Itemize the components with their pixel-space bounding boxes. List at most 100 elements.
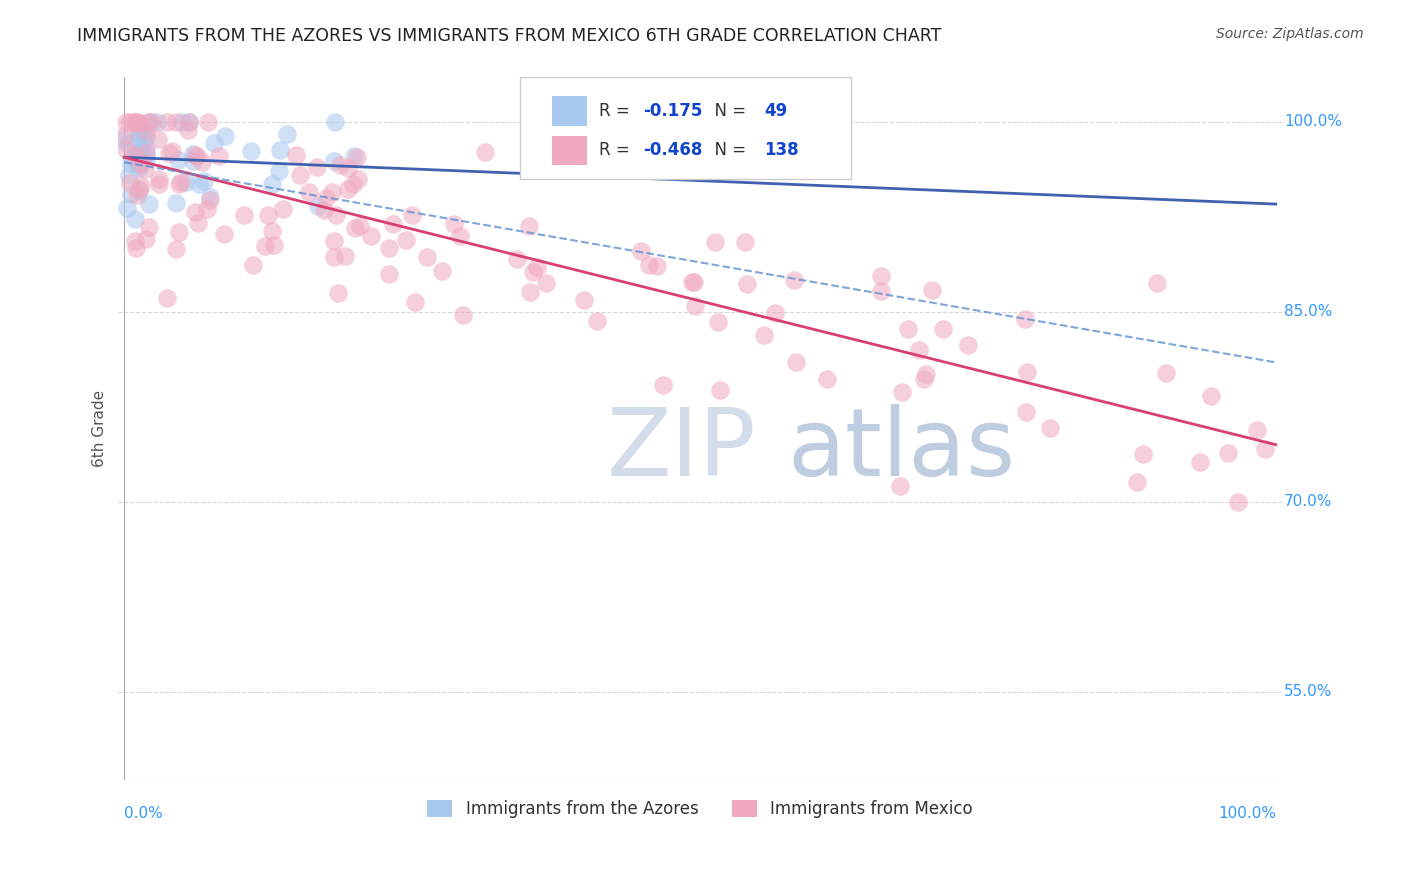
- Point: [343, 220, 366, 235]
- Point: [337, 161, 360, 175]
- Text: 138: 138: [763, 141, 799, 160]
- Point: [197, 115, 219, 129]
- Point: [263, 238, 285, 252]
- Point: [148, 177, 170, 191]
- Text: atlas: atlas: [787, 404, 1015, 496]
- Point: [734, 235, 756, 249]
- Point: [343, 149, 366, 163]
- Point: [285, 148, 308, 162]
- Point: [170, 175, 193, 189]
- Text: N =: N =: [703, 141, 751, 160]
- Point: [165, 115, 187, 129]
- Point: [124, 150, 146, 164]
- Point: [1226, 494, 1249, 508]
- Point: [125, 241, 148, 255]
- Point: [1015, 405, 1038, 419]
- Point: [785, 355, 807, 369]
- Text: -0.175: -0.175: [643, 102, 703, 120]
- Point: [703, 235, 725, 249]
- Point: [269, 143, 291, 157]
- Point: [184, 148, 207, 162]
- Point: [276, 127, 298, 141]
- Text: N =: N =: [703, 102, 751, 120]
- Point: [128, 161, 150, 175]
- Point: [134, 134, 156, 148]
- Point: [114, 128, 136, 143]
- Point: [506, 252, 529, 266]
- Point: [325, 208, 347, 222]
- Point: [260, 177, 283, 191]
- Point: [135, 129, 157, 144]
- Point: [127, 187, 149, 202]
- Point: [404, 294, 426, 309]
- Point: [141, 115, 163, 129]
- Point: [1146, 276, 1168, 290]
- FancyBboxPatch shape: [520, 78, 851, 179]
- Point: [707, 314, 730, 328]
- Point: [517, 219, 540, 233]
- Point: [131, 157, 153, 171]
- Point: [132, 123, 155, 137]
- Point: [157, 145, 180, 160]
- Point: [186, 148, 208, 162]
- Point: [118, 115, 141, 129]
- Point: [184, 205, 207, 219]
- Point: [176, 123, 198, 137]
- Point: [321, 185, 343, 199]
- Point: [138, 197, 160, 211]
- Text: Source: ZipAtlas.com: Source: ZipAtlas.com: [1216, 27, 1364, 41]
- Point: [148, 172, 170, 186]
- Text: 100.0%: 100.0%: [1218, 805, 1275, 821]
- Point: [165, 243, 187, 257]
- Point: [127, 145, 149, 160]
- Point: [637, 258, 659, 272]
- Point: [538, 163, 561, 178]
- Point: [129, 156, 152, 170]
- Point: [645, 260, 668, 274]
- Point: [129, 149, 152, 163]
- Point: [135, 124, 157, 138]
- Point: [138, 219, 160, 234]
- Point: [378, 267, 401, 281]
- Point: [239, 145, 262, 159]
- Point: [138, 115, 160, 129]
- Point: [1246, 423, 1268, 437]
- Point: [572, 293, 595, 308]
- Point: [763, 305, 786, 319]
- Point: [897, 322, 920, 336]
- Point: [112, 131, 135, 145]
- Point: [271, 202, 294, 216]
- Point: [193, 174, 215, 188]
- Point: [312, 203, 335, 218]
- FancyBboxPatch shape: [553, 136, 588, 165]
- Point: [121, 187, 143, 202]
- Point: [115, 201, 138, 215]
- Point: [195, 202, 218, 217]
- Point: [128, 182, 150, 196]
- Point: [121, 153, 143, 167]
- Point: [870, 284, 893, 298]
- Point: [585, 314, 607, 328]
- Point: [288, 168, 311, 182]
- Point: [260, 224, 283, 238]
- Point: [333, 249, 356, 263]
- Point: [124, 148, 146, 162]
- Point: [156, 115, 179, 129]
- Point: [323, 234, 346, 248]
- Point: [191, 154, 214, 169]
- Point: [307, 198, 329, 212]
- Point: [174, 175, 197, 189]
- Point: [134, 161, 156, 176]
- Point: [519, 285, 541, 300]
- Point: [782, 273, 804, 287]
- Point: [754, 327, 776, 342]
- Point: [921, 284, 943, 298]
- Point: [187, 216, 209, 230]
- Point: [115, 142, 138, 156]
- Point: [891, 385, 914, 400]
- Point: [315, 191, 337, 205]
- Text: -0.468: -0.468: [643, 141, 703, 160]
- Point: [167, 225, 190, 239]
- Point: [869, 268, 891, 283]
- Text: 0.0%: 0.0%: [124, 805, 163, 821]
